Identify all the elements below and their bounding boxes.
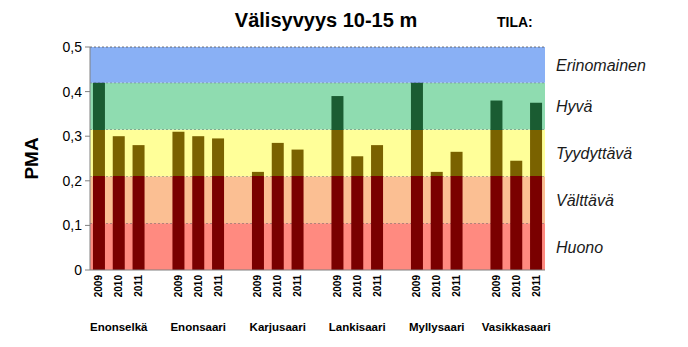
bar [93, 83, 105, 270]
band-label: Hyvä [556, 98, 593, 115]
x-axis-line [90, 270, 545, 271]
bar [272, 143, 284, 270]
band [90, 176, 545, 223]
bar [371, 145, 383, 270]
y-axis: 0 0,1 0,2 0,3 0,4 0,5 [63, 39, 545, 278]
bar [451, 152, 463, 270]
year-label: 2010 [352, 275, 363, 298]
year-label: 2010 [193, 275, 204, 298]
year-label: 2009 [93, 275, 104, 298]
band [90, 83, 545, 130]
y-axis-title: PMA [21, 137, 42, 180]
y-tick [85, 270, 90, 271]
year-label: 2009 [252, 275, 263, 298]
year-label: 2010 [113, 275, 124, 298]
year-label: 2009 [332, 275, 343, 298]
y-tick-label: 0,2 [63, 173, 83, 189]
band [90, 223, 545, 270]
bar [252, 172, 264, 270]
year-label: 2010 [431, 275, 442, 298]
band-label: Huono [556, 239, 603, 256]
year-label: 2010 [511, 275, 522, 298]
chart-title: Välisyvyys 10-15 m [235, 9, 417, 31]
year-label: 2011 [213, 275, 224, 297]
bands [90, 47, 545, 270]
y-tick [85, 180, 90, 181]
bar [411, 83, 423, 270]
year-label: 2011 [451, 275, 462, 297]
x-labels: 2009 2010 2011 Enonselkä 2009 2010 2011 Enonsaa… [90, 275, 551, 333]
category-label: Myllysaari [409, 321, 465, 333]
bar [212, 138, 224, 270]
band-boundary [90, 47, 545, 48]
category-label: Vasikkasaari [482, 321, 551, 333]
category-label: Lankisaari [329, 321, 386, 333]
year-label: 2009 [411, 275, 422, 298]
bar [490, 101, 502, 270]
bar [133, 145, 145, 270]
year-label: 2009 [173, 275, 184, 298]
y-tick-label: 0,5 [63, 39, 83, 55]
y-tick [85, 47, 90, 48]
band [90, 130, 545, 177]
y-tick-label: 0 [74, 262, 82, 278]
year-label: 2010 [272, 275, 283, 298]
category-label: Karjusaari [250, 321, 306, 333]
y-tick [85, 136, 90, 137]
bar [192, 136, 204, 270]
year-label: 2009 [491, 275, 502, 298]
y-tick [85, 225, 90, 226]
y-axis-line [90, 47, 91, 270]
y-tick-label: 0,4 [63, 84, 83, 100]
bar [351, 156, 363, 270]
bar [113, 136, 125, 270]
category-label: Enonsaari [170, 321, 226, 333]
year-label: 2011 [372, 275, 383, 297]
y-tick [85, 91, 90, 92]
band-label: Välttävä [556, 192, 614, 209]
bar [331, 96, 343, 270]
bar [431, 172, 443, 270]
status-heading: TILA: [497, 14, 533, 30]
y-tick-label: 0,1 [63, 217, 83, 233]
category-label: Enonselkä [90, 321, 148, 333]
band-label: Erinomainen [556, 57, 646, 74]
bar [510, 161, 522, 270]
band-label: Tyydyttävä [556, 145, 632, 162]
year-label: 2011 [531, 275, 542, 297]
chart-svg: Huono Välttävä Tyydyttävä Hyvä Erinomainen 20… [0, 0, 688, 347]
chart-container: Huono Välttävä Tyydyttävä Hyvä Erinomainen 20… [0, 0, 688, 347]
year-label: 2011 [292, 275, 303, 297]
bar [172, 132, 184, 270]
bar [292, 150, 304, 270]
bar [530, 103, 542, 270]
y-tick-label: 0,3 [63, 128, 83, 144]
bars [93, 83, 542, 270]
band [90, 47, 545, 83]
year-label: 2011 [133, 275, 144, 297]
